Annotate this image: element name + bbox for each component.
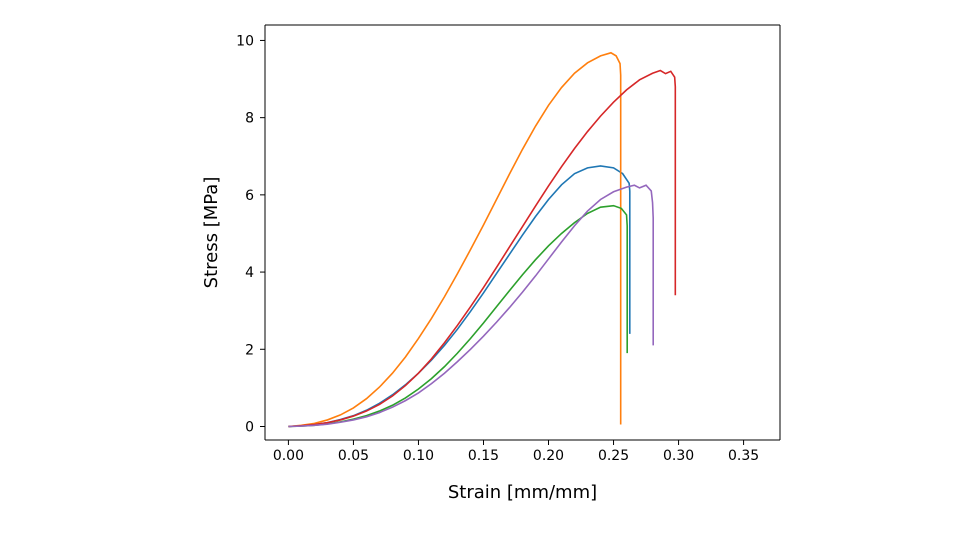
x-tick-label: 0.10 (403, 448, 434, 464)
x-tick-label: 0.15 (468, 448, 499, 464)
x-tick-label: 0.20 (533, 448, 564, 464)
x-axis-label: Strain [mm/mm] (448, 482, 597, 503)
x-tick-label: 0.05 (338, 448, 369, 464)
y-tick-label: 0 (245, 419, 254, 435)
x-tick-label: 0.30 (663, 448, 694, 464)
y-axis-label: Stress [MPa] (201, 177, 222, 289)
x-tick-label: 0.00 (273, 448, 304, 464)
chart-svg: 0.00 0.05 0.10 0.15 0.20 0.25 0.30 0.35 0 2 4 6 8 10 S… (190, 10, 790, 510)
x-tick-label: 0.25 (598, 448, 629, 464)
y-tick-label: 2 (245, 342, 254, 358)
x-tick-label: 0.35 (728, 448, 759, 464)
y-tick-label: 4 (245, 265, 254, 281)
y-tick-label: 6 (245, 188, 254, 204)
y-tick-label: 10 (236, 33, 254, 49)
y-tick-label: 8 (245, 111, 254, 127)
stress-strain-chart: 0.00 0.05 0.10 0.15 0.20 0.25 0.30 0.35 0 2 4 6 8 10 S… (190, 10, 790, 510)
